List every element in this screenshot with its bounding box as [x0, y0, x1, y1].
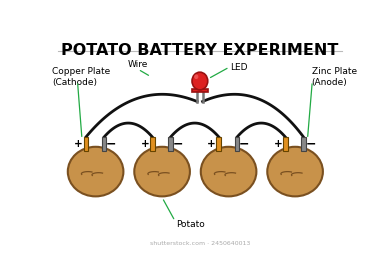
Text: +: +	[74, 139, 83, 149]
Text: −: −	[106, 137, 116, 151]
Text: +: +	[207, 139, 216, 149]
Text: +: +	[141, 139, 149, 149]
Text: −: −	[305, 137, 316, 151]
FancyBboxPatch shape	[301, 137, 306, 151]
Text: shutterstock.com · 2450640013: shutterstock.com · 2450640013	[150, 241, 250, 246]
Text: Potato: Potato	[176, 220, 204, 229]
Ellipse shape	[192, 72, 208, 90]
Text: Zinc Plate
(Anode): Zinc Plate (Anode)	[312, 67, 357, 87]
FancyBboxPatch shape	[192, 89, 208, 92]
Text: Copper Plate
(Cathode): Copper Plate (Cathode)	[52, 67, 110, 87]
Text: −: −	[239, 137, 249, 151]
Text: Wire: Wire	[128, 60, 148, 69]
Text: −: −	[172, 137, 183, 151]
FancyBboxPatch shape	[102, 137, 106, 151]
FancyBboxPatch shape	[83, 137, 89, 151]
Ellipse shape	[194, 74, 199, 79]
Text: POTATO BATTERY EXPERIMENT: POTATO BATTERY EXPERIMENT	[61, 43, 339, 58]
FancyBboxPatch shape	[235, 137, 239, 151]
Ellipse shape	[68, 147, 123, 196]
Text: LED: LED	[230, 62, 248, 71]
FancyBboxPatch shape	[216, 137, 222, 151]
Text: +: +	[274, 139, 282, 149]
FancyBboxPatch shape	[283, 137, 288, 151]
FancyBboxPatch shape	[168, 137, 173, 151]
Ellipse shape	[267, 147, 323, 196]
FancyBboxPatch shape	[150, 137, 155, 151]
Ellipse shape	[201, 147, 256, 196]
Ellipse shape	[134, 147, 190, 196]
